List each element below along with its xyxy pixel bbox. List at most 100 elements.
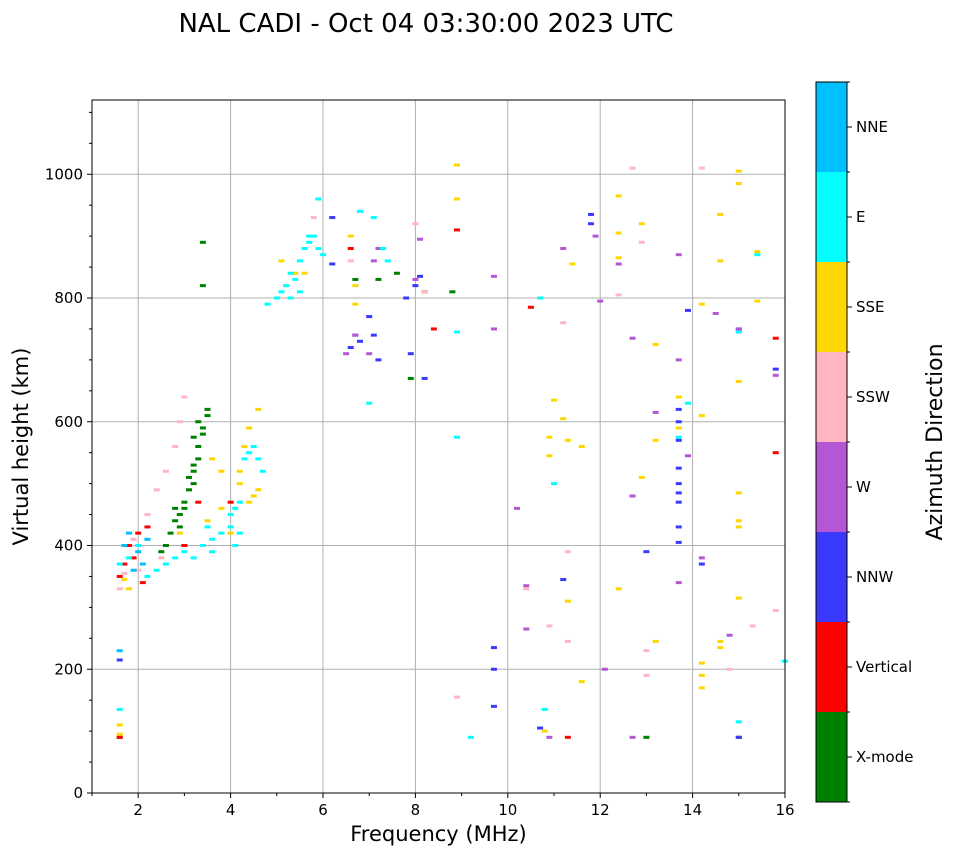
data-point	[564, 599, 571, 603]
data-point	[523, 587, 530, 591]
data-point	[726, 667, 733, 671]
data-point	[698, 414, 705, 418]
data-point	[195, 500, 202, 504]
data-point	[615, 194, 622, 198]
data-point	[587, 212, 594, 216]
data-point	[370, 259, 377, 263]
data-point	[527, 305, 534, 309]
data-point	[735, 380, 742, 384]
data-point	[227, 513, 234, 517]
data-point	[315, 197, 322, 201]
x-tick-label: 2	[133, 801, 143, 819]
data-point	[675, 435, 682, 439]
data-point	[121, 544, 128, 547]
colorbar-label: E	[856, 208, 865, 226]
data-point	[393, 271, 400, 275]
data-point	[698, 673, 705, 677]
x-axis-label: Frequency (MHz)	[350, 822, 526, 846]
y-tick-label: 600	[54, 413, 83, 431]
data-point	[564, 438, 571, 442]
data-point	[190, 556, 197, 560]
data-point	[375, 277, 382, 281]
data-point	[162, 469, 169, 473]
data-point	[199, 432, 206, 436]
data-point	[587, 222, 594, 226]
colorbar-label: X-mode	[856, 748, 913, 766]
data-point	[209, 537, 216, 541]
data-point	[592, 234, 599, 238]
data-point	[116, 574, 123, 578]
data-point	[186, 475, 193, 479]
data-point	[283, 284, 290, 288]
data-point	[735, 519, 742, 523]
data-point	[735, 330, 742, 334]
data-point	[675, 491, 682, 495]
data-point	[176, 525, 183, 529]
data-point	[343, 352, 350, 356]
data-point	[273, 296, 280, 300]
data-point	[176, 513, 183, 517]
data-point	[204, 519, 211, 523]
data-point	[162, 544, 169, 547]
data-point	[292, 271, 299, 275]
data-point	[250, 494, 257, 498]
data-point	[347, 259, 354, 263]
data-point	[181, 506, 188, 510]
data-point	[356, 209, 363, 213]
y-tick-label: 200	[54, 660, 83, 678]
data-point	[675, 581, 682, 585]
data-point	[352, 284, 359, 288]
data-point	[139, 581, 146, 585]
data-point	[181, 550, 188, 554]
data-point	[453, 435, 460, 439]
data-point	[241, 457, 248, 461]
data-point	[546, 735, 553, 739]
data-point	[684, 401, 691, 405]
data-point	[717, 259, 724, 263]
series-nnw	[116, 212, 779, 739]
data-point	[638, 240, 645, 244]
data-point	[199, 284, 206, 288]
data-point	[255, 457, 262, 461]
data-point	[153, 488, 160, 492]
data-point	[227, 525, 234, 529]
data-point	[116, 707, 123, 711]
data-point	[643, 649, 650, 653]
x-tick-label: 12	[591, 801, 610, 819]
data-point	[546, 435, 553, 439]
data-point	[407, 376, 414, 380]
colorbar-frame	[815, 81, 848, 803]
data-point	[259, 469, 266, 473]
data-point	[652, 639, 659, 643]
data-point	[278, 290, 285, 294]
data-point	[735, 720, 742, 724]
data-point	[264, 302, 271, 306]
data-point	[130, 556, 137, 560]
data-point	[135, 550, 142, 554]
data-point	[735, 182, 742, 186]
data-point	[218, 506, 225, 510]
data-point	[144, 537, 151, 541]
data-point	[236, 482, 243, 486]
data-point	[537, 726, 544, 730]
data-point	[144, 574, 151, 578]
data-point	[578, 445, 585, 448]
data-point	[167, 531, 174, 535]
data-point	[453, 695, 460, 699]
data-point	[597, 299, 604, 303]
data-point	[366, 352, 373, 356]
colorbar-title: Azimuth Direction	[923, 343, 948, 540]
data-point	[162, 562, 169, 566]
data-point	[675, 407, 682, 411]
data-point	[306, 240, 313, 244]
data-point	[537, 296, 544, 300]
x-tick-label: 6	[318, 801, 328, 819]
data-point	[195, 420, 202, 424]
data-point	[546, 624, 553, 628]
data-point	[754, 253, 761, 257]
data-point	[232, 544, 239, 547]
data-point	[698, 562, 705, 566]
x-tick-label: 4	[226, 801, 236, 819]
data-point	[370, 216, 377, 220]
